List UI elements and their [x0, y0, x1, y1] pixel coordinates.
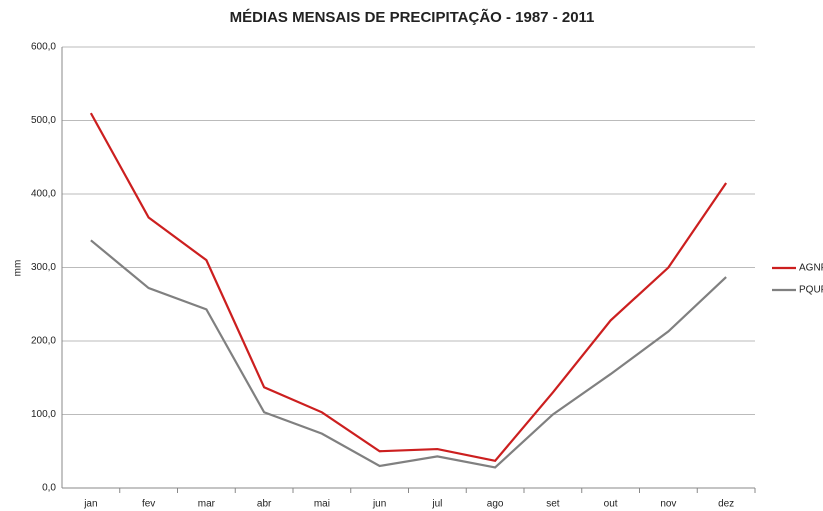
x-tick-label: mai: [314, 499, 330, 510]
x-tick-label: jul: [431, 499, 442, 510]
x-tick-label: out: [604, 499, 618, 510]
y-axis-label: mm: [13, 260, 24, 277]
y-tick-label: 300,0: [31, 262, 56, 273]
y-tick-label: 0,0: [42, 483, 56, 494]
chart-title: MÉDIAS MENSAIS DE PRECIPITAÇÃO - 1987 - …: [230, 8, 595, 26]
line-series: [90, 239, 727, 469]
legend-label: AGNF: [799, 263, 823, 274]
y-tick-label: 500,0: [31, 115, 56, 126]
x-tick-label: ago: [487, 499, 504, 510]
x-tick-label: abr: [257, 499, 272, 510]
y-tick-label: 400,0: [31, 189, 56, 200]
y-tick-label: 600,0: [31, 42, 56, 53]
x-tick-label: mar: [198, 499, 216, 510]
y-tick-label: 100,0: [31, 409, 56, 420]
x-tick-label: jun: [372, 499, 386, 510]
x-tick-label: jan: [83, 499, 97, 510]
x-tick-label: set: [546, 499, 560, 510]
x-tick-label: dez: [718, 499, 734, 510]
x-tick-label: nov: [660, 499, 676, 510]
legend-label: PQUF: [799, 285, 823, 296]
line-series: [89, 112, 728, 463]
x-tick-label: fev: [142, 499, 155, 510]
y-tick-label: 200,0: [31, 336, 56, 347]
